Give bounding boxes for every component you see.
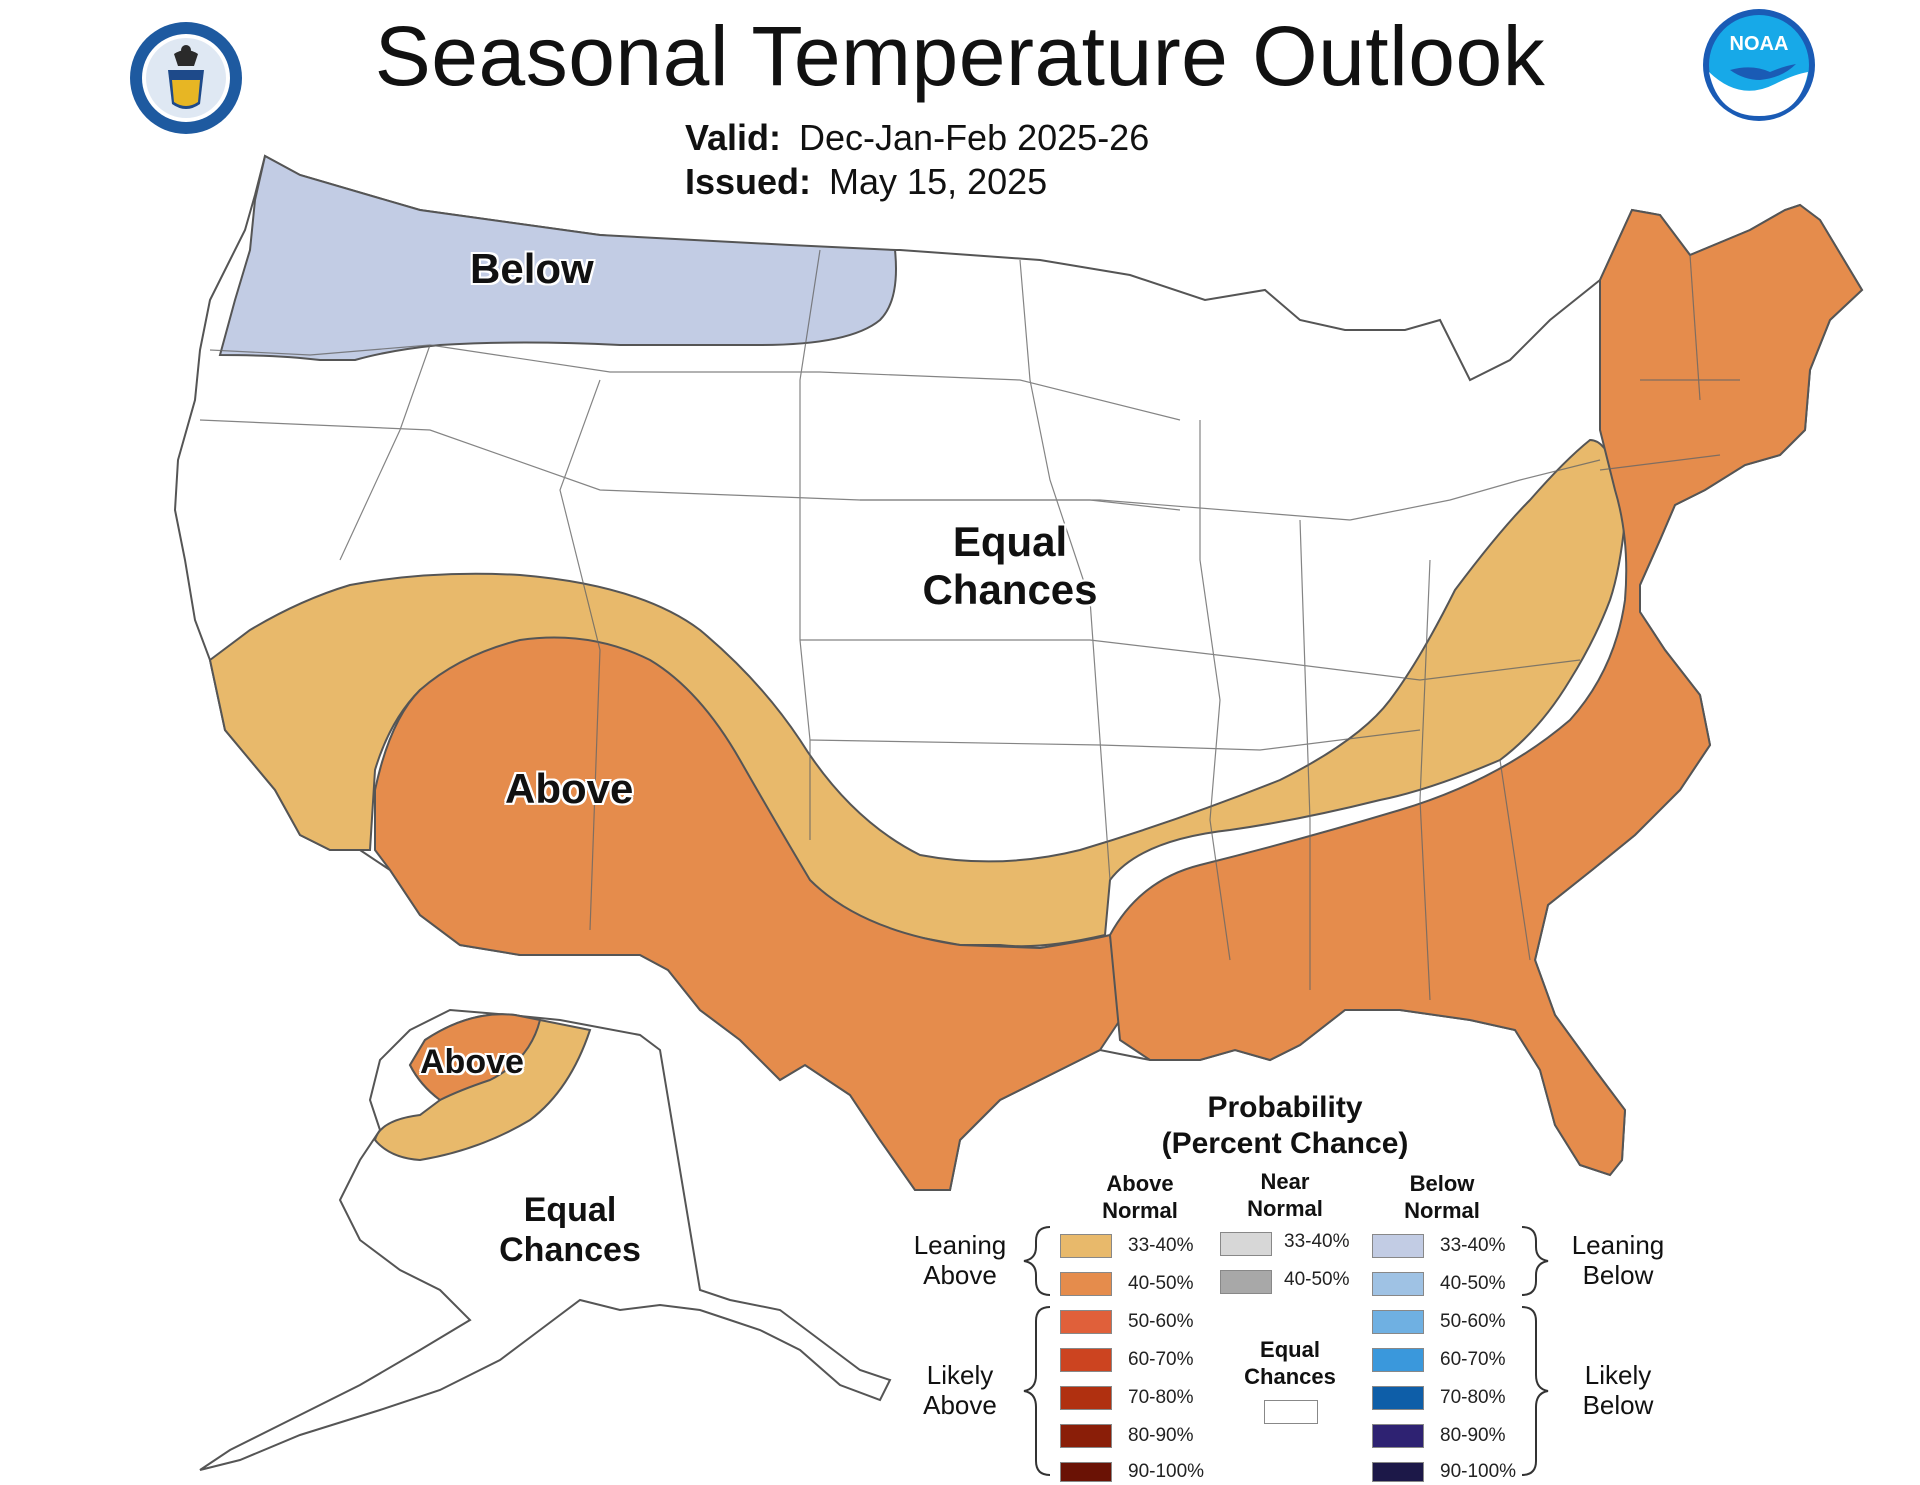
legend-above-pct: 70-80%	[1128, 1387, 1194, 1408]
valid-period: Valid: Dec-Jan-Feb 2025-26	[685, 116, 1149, 160]
legend-below-pct: 60-70%	[1440, 1349, 1506, 1370]
legend-below-swatch	[1372, 1424, 1424, 1448]
legend-below-pct: 40-50%	[1440, 1273, 1506, 1294]
legend-above-swatch	[1060, 1234, 1112, 1258]
legend-above-pct: 40-50%	[1128, 1273, 1194, 1294]
legend-equal-chances: Equal Chances	[1220, 1336, 1360, 1390]
label-below: Below	[470, 245, 594, 292]
legend-above-swatch	[1060, 1386, 1112, 1410]
legend-below-pct: 33-40%	[1440, 1235, 1506, 1256]
label-alaska-equal-line2: Chances	[499, 1231, 641, 1269]
state-boundaries	[199, 249, 1740, 1001]
legend-equal-chances-1: Equal	[1260, 1337, 1320, 1362]
region-below	[218, 154, 897, 361]
legend-below-swatch	[1372, 1348, 1424, 1372]
region-above-southwest	[374, 636, 1122, 1191]
issued-label: Issued:	[685, 161, 812, 202]
department-of-commerce-seal-icon	[130, 22, 242, 134]
legend-below-pct: 70-80%	[1440, 1387, 1506, 1408]
legend-head-above-2: Normal	[1102, 1198, 1178, 1223]
legend-near-pct: 40-50%	[1284, 1269, 1350, 1290]
legend-leaning-above-1: Leaning	[913, 1230, 1007, 1260]
legend-equal-chances-swatch	[1264, 1400, 1318, 1424]
legend-head-near: Near Normal	[1205, 1168, 1365, 1222]
legend-head-above: Above Normal	[1060, 1170, 1220, 1224]
legend-above-pct: 60-70%	[1128, 1349, 1194, 1370]
legend-below-swatch	[1372, 1310, 1424, 1334]
legend-leaning-above: Leaning Above	[890, 1230, 1030, 1290]
valid-value: Dec-Jan-Feb 2025-26	[799, 117, 1150, 158]
legend-likely-below: Likely Below	[1548, 1360, 1688, 1420]
legend-below-pct: 90-100%	[1440, 1461, 1517, 1482]
legend-above-swatch	[1060, 1424, 1112, 1448]
legend-near-pct: 33-40%	[1284, 1231, 1350, 1252]
legend-above-swatch	[1060, 1348, 1112, 1372]
label-alaska-above: Above	[420, 1043, 524, 1081]
legend-above-pct: 80-90%	[1128, 1425, 1194, 1446]
legend-head-near-1: Near	[1260, 1169, 1310, 1194]
legend-title-line1: Probability	[1207, 1091, 1363, 1124]
legend-likely-below-1: Likely	[1584, 1360, 1652, 1390]
legend-below-pct: 80-90%	[1440, 1425, 1506, 1446]
legend-above-pct: 33-40%	[1128, 1235, 1194, 1256]
label-equal-chances-line2: Chances	[922, 566, 1098, 613]
page-title: Seasonal Temperature Outlook	[374, 9, 1546, 103]
legend-above-swatch	[1060, 1272, 1112, 1296]
legend-below-swatch	[1372, 1462, 1424, 1482]
legend-head-near-2: Normal	[1247, 1196, 1323, 1221]
noaa-logo-text: NOAA	[1730, 33, 1789, 55]
legend-leaning-below: Leaning Below	[1548, 1230, 1688, 1290]
legend-head-below: Below Normal	[1362, 1170, 1522, 1224]
legend-head-below-1: Below	[1409, 1171, 1475, 1196]
legend-leaning-above-2: Above	[923, 1260, 997, 1290]
legend-likely-above: Likely Above	[890, 1360, 1030, 1420]
alaska-above	[408, 1013, 542, 1102]
legend-above-pct: 50-60%	[1128, 1311, 1194, 1332]
legend-right-braces	[1521, 1226, 1549, 1476]
label-alaska-equal-line1: Equal	[523, 1191, 617, 1229]
legend-below-pct: 50-60%	[1440, 1311, 1506, 1332]
legend-equal-chances-2: Chances	[1244, 1364, 1336, 1389]
legend-near-swatch	[1220, 1232, 1272, 1256]
legend-left-braces	[1023, 1226, 1051, 1476]
legend-leaning-below-1: Leaning	[1571, 1230, 1665, 1260]
alaska-outline	[199, 1008, 892, 1471]
legend-head-above-1: Above	[1106, 1171, 1174, 1196]
label-alaska-equal-chances: Equal Chances	[480, 1190, 660, 1270]
noaa-logo-icon: NOAA	[1703, 9, 1815, 121]
legend-likely-above-2: Above	[923, 1390, 997, 1420]
legend-below-swatch	[1372, 1272, 1424, 1296]
region-above-east	[1108, 203, 1864, 1177]
legend-near-swatch	[1220, 1270, 1272, 1294]
legend-title-line2: (Percent Chance)	[1161, 1127, 1409, 1160]
legend-likely-below-2: Below	[1582, 1390, 1654, 1420]
issued-value: May 15, 2025	[829, 161, 1048, 202]
legend-above-swatch	[1060, 1310, 1112, 1334]
legend-head-below-2: Normal	[1404, 1198, 1480, 1223]
label-above: Above	[505, 765, 634, 812]
valid-label: Valid:	[685, 117, 782, 158]
legend-below-swatch	[1372, 1386, 1424, 1410]
legend-below-swatch	[1372, 1234, 1424, 1258]
legend-likely-above-1: Likely	[926, 1360, 994, 1390]
legend-above-swatch	[1060, 1462, 1112, 1482]
legend-above-pct: 90-100%	[1128, 1461, 1205, 1482]
label-equal-chances: Equal Chances	[900, 518, 1120, 614]
issued-date: Issued: May 15, 2025	[685, 160, 1047, 204]
label-equal-chances-line1: Equal	[952, 518, 1068, 565]
legend-title: Probability (Percent Chance)	[1125, 1090, 1445, 1162]
legend-leaning-below-2: Below	[1582, 1260, 1654, 1290]
